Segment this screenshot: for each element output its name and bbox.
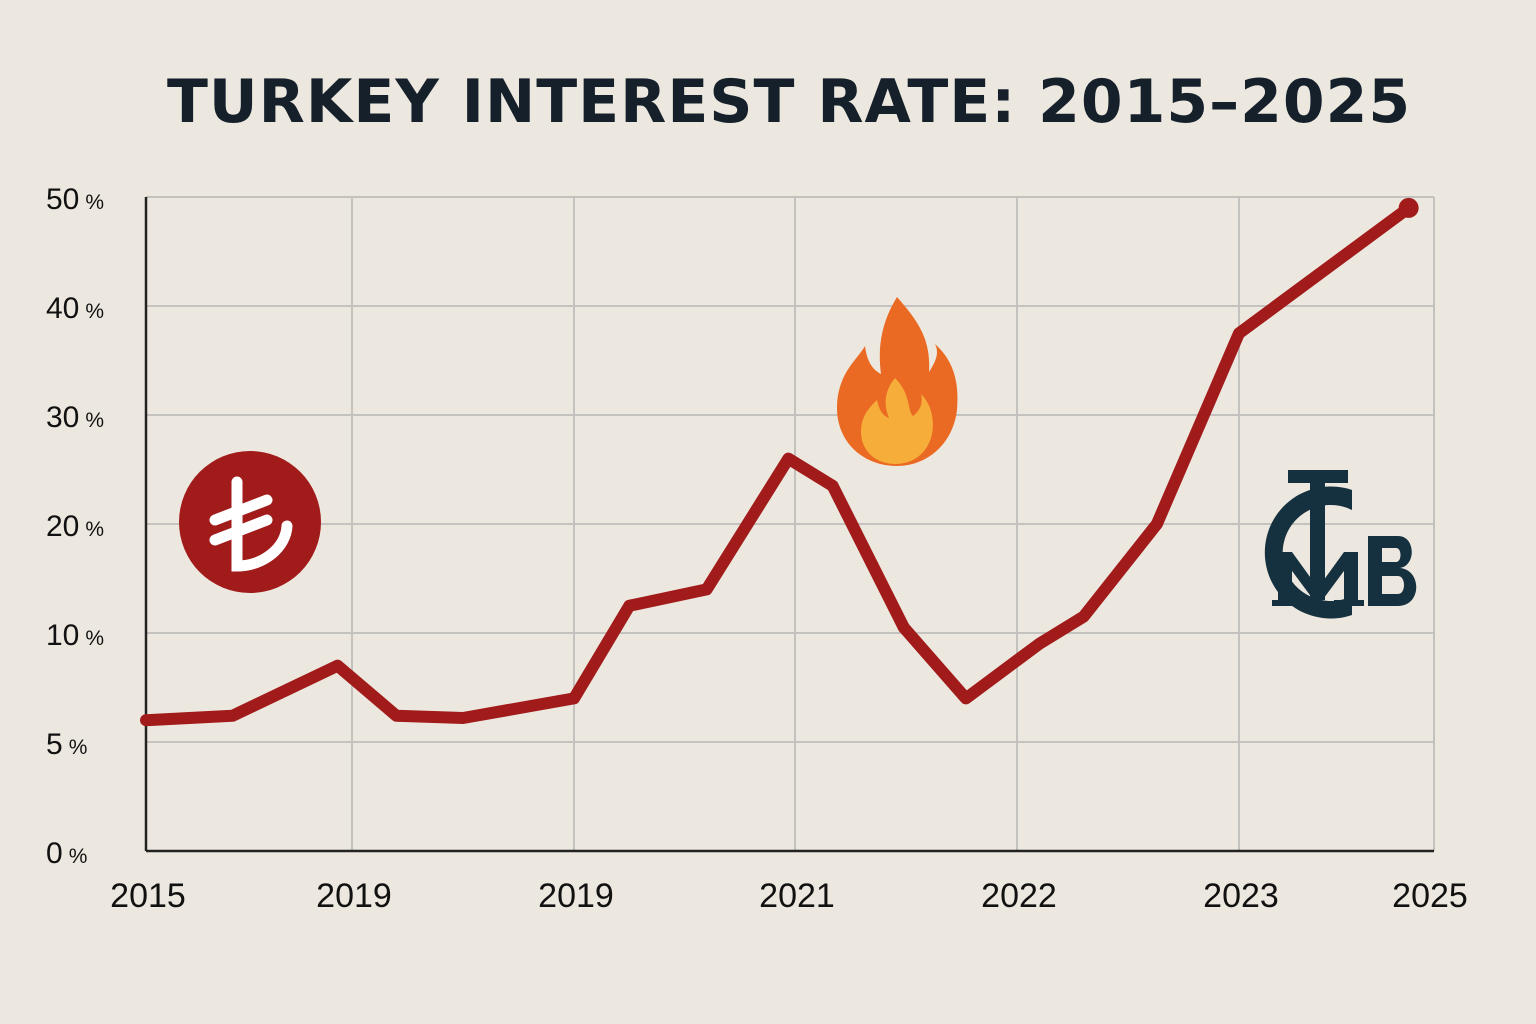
y-tick-label: 40% <box>46 292 104 325</box>
x-tick-labels: 2015 2019 2019 2021 2022 2023 2025 <box>110 877 1468 915</box>
chart-title: TURKEY INTEREST RATE: 2015–2025 <box>167 67 1412 137</box>
y-tick-label: 30% <box>46 401 104 434</box>
x-tick-label: 2019 <box>538 877 614 915</box>
series-line <box>140 201 1415 727</box>
series-points <box>1398 197 1419 218</box>
y-tick-label: 50% <box>46 183 104 216</box>
x-tick-label: 2025 <box>1392 877 1468 915</box>
grid <box>146 196 1435 851</box>
y-tick-label: 20% <box>46 510 104 543</box>
central-bank-logo <box>1264 470 1417 619</box>
lira-icon <box>179 451 321 593</box>
series-end-marker <box>1398 197 1419 218</box>
axes <box>144 197 1434 853</box>
y-tick-label: 0% <box>46 837 87 870</box>
x-tick-label: 2023 <box>1203 877 1279 915</box>
y-tick-label: 5% <box>46 728 87 761</box>
flame-icon <box>837 297 958 466</box>
x-tick-label: 2022 <box>981 877 1057 915</box>
x-tick-label: 2019 <box>316 877 392 915</box>
y-tick-label: 10% <box>46 619 104 652</box>
x-tick-label: 2021 <box>759 877 835 915</box>
y-tick-labels: 0 % 5 % 10 % 20 % 30 % 40 % 50% <box>46 183 104 870</box>
x-tick-label: 2015 <box>110 877 186 915</box>
